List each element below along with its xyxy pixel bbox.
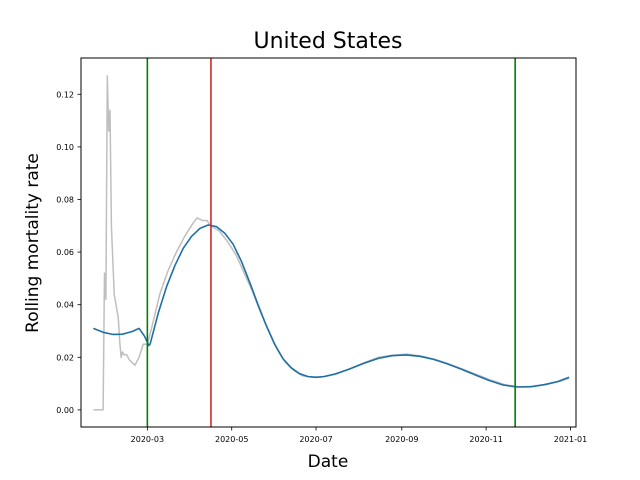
y-tick-label: 0.12 bbox=[56, 90, 74, 99]
y-tick-label: 0.10 bbox=[56, 143, 74, 152]
x-axis-label: Date bbox=[308, 452, 349, 472]
y-tick-label: 0.00 bbox=[56, 406, 74, 415]
x-axis-ticks: 2020-03 2020-05 2020-07 2020-09 2020-11 2021-… bbox=[131, 427, 587, 444]
x-tick-label: 2020-07 bbox=[299, 435, 332, 444]
y-tick-label: 0.08 bbox=[56, 195, 74, 204]
axes-frame bbox=[80, 57, 577, 428]
x-tick-label: 2020-11 bbox=[469, 435, 502, 444]
y-tick-label: 0.02 bbox=[56, 353, 74, 362]
series-layer bbox=[93, 75, 570, 411]
x-tick-label: 2020-09 bbox=[385, 435, 418, 444]
chart-title: United States bbox=[254, 29, 403, 54]
x-tick-label: 2021-01 bbox=[554, 435, 587, 444]
vertical-lines bbox=[146, 58, 516, 427]
y-tick-label: 0.06 bbox=[56, 248, 74, 257]
y-axis-label: Rolling mortality rate bbox=[23, 153, 43, 333]
y-axis-ticks: 0.00 0.02 0.04 0.06 0.08 0.10 0.12 bbox=[56, 90, 81, 415]
y-tick-label: 0.04 bbox=[56, 301, 74, 310]
x-tick-label: 2020-03 bbox=[131, 435, 164, 444]
series-line-1 bbox=[93, 224, 570, 388]
x-tick-label: 2020-05 bbox=[215, 435, 248, 444]
